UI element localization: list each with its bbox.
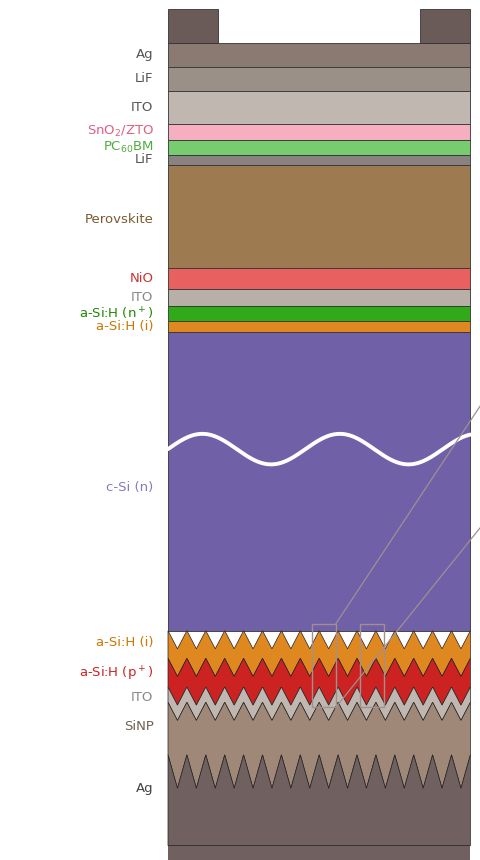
Text: $\mathregular{PC_{60}}$BM: $\mathregular{PC_{60}}$BM <box>103 139 154 155</box>
Bar <box>168 844 470 860</box>
Text: SiNP: SiNP <box>124 720 154 733</box>
Bar <box>168 289 470 306</box>
Bar <box>168 306 470 321</box>
Bar <box>312 624 336 707</box>
Bar <box>168 124 470 139</box>
Bar <box>168 155 470 165</box>
Bar <box>168 332 470 630</box>
Text: ITO: ITO <box>131 291 154 304</box>
Bar <box>168 67 470 91</box>
Text: a-Si:H (n$^+$): a-Si:H (n$^+$) <box>79 305 154 322</box>
Polygon shape <box>168 755 470 845</box>
Text: $\mathregular{SnO_2}$/ZTO: $\mathregular{SnO_2}$/ZTO <box>86 125 154 139</box>
Text: ITO: ITO <box>131 691 154 704</box>
Bar <box>168 267 470 289</box>
Bar <box>168 165 470 267</box>
Polygon shape <box>168 687 470 721</box>
Polygon shape <box>168 659 470 705</box>
Text: c-Si (n): c-Si (n) <box>107 481 154 494</box>
Bar <box>168 9 218 43</box>
Text: ITO: ITO <box>131 101 154 114</box>
Bar <box>420 9 470 43</box>
Polygon shape <box>168 703 470 789</box>
Text: LiF: LiF <box>135 153 154 166</box>
Text: LiF: LiF <box>135 72 154 85</box>
Bar <box>168 321 470 332</box>
Text: NiO: NiO <box>130 272 154 285</box>
Text: a-Si:H (i): a-Si:H (i) <box>96 636 154 649</box>
Bar <box>168 43 470 67</box>
Bar <box>168 91 470 124</box>
Text: a-Si:H (i): a-Si:H (i) <box>96 320 154 333</box>
Text: Ag: Ag <box>136 48 154 61</box>
Bar <box>168 139 470 155</box>
Text: Perovskite: Perovskite <box>85 213 154 226</box>
Text: Ag: Ag <box>136 782 154 795</box>
Polygon shape <box>168 630 470 677</box>
Bar <box>360 624 384 707</box>
Text: a-Si:H (p$^+$): a-Si:H (p$^+$) <box>79 665 154 683</box>
